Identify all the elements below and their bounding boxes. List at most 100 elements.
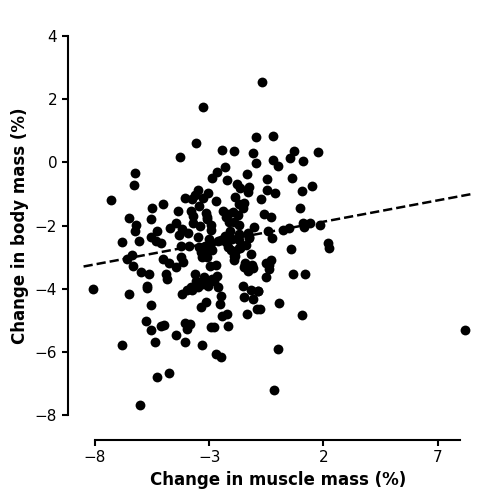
Point [183,286,191,294]
Point [165,370,173,378]
Point [205,235,213,243]
Point [172,263,180,271]
Point [198,249,206,257]
Point [159,200,167,207]
Point [306,219,314,227]
Point [299,219,307,227]
Point [296,204,304,212]
Point [222,238,230,246]
Point [230,147,238,155]
Point [203,253,211,261]
Point [226,227,234,235]
Point [147,301,155,309]
Point [208,174,216,182]
Point [241,262,249,270]
Point [197,248,205,256]
Point [214,283,222,291]
Point [243,170,251,177]
Point [204,189,212,197]
Point [265,264,273,272]
Point [224,242,232,250]
Point [184,228,192,236]
Point [298,187,306,195]
Point [147,215,155,223]
Point [189,218,197,226]
Point [145,270,153,278]
Point [143,284,151,292]
Point [187,206,195,214]
Point [218,312,226,320]
Point [265,260,273,268]
Point [236,244,244,252]
Point [274,344,282,352]
Point [118,340,126,348]
Point [243,241,250,249]
Point [213,168,221,175]
Point [231,252,239,260]
Point [230,218,238,226]
Point [235,200,243,207]
Point [181,194,189,202]
Point [188,195,196,203]
Point [198,254,206,262]
Point [254,288,262,296]
Point [130,181,138,189]
Point [191,190,199,198]
Point [148,204,156,212]
Point [223,176,231,184]
Point [252,132,260,140]
Point [136,401,144,409]
Point [219,207,227,215]
Point [215,237,223,245]
Point [259,210,267,218]
Point [217,292,225,300]
Point [269,132,277,140]
Point [192,140,200,147]
Point [152,237,160,245]
Point [227,246,235,254]
Point [300,223,308,231]
Point [218,146,226,154]
Point [157,240,165,248]
Y-axis label: Change in body mass (%): Change in body mass (%) [11,108,29,344]
Point [218,353,226,361]
Point [199,103,207,111]
Point [207,221,215,229]
Point [204,277,212,285]
Point [128,251,136,259]
Point [289,270,297,278]
Point [185,242,193,250]
Point [223,310,231,318]
Point [125,214,133,222]
Point [201,242,209,250]
Point [230,252,238,260]
Point [263,186,271,194]
Point [160,321,168,329]
Point [325,244,333,252]
Point [118,238,126,246]
Point [240,204,248,212]
Point [187,283,195,291]
Point [207,226,215,234]
Point [186,320,194,328]
Point [212,350,220,358]
Point [222,163,230,171]
Point [172,220,180,228]
Point [188,286,196,294]
Point [177,242,185,250]
Point [166,224,174,232]
Point [244,229,251,237]
Point [271,188,279,196]
Point [204,282,212,290]
Point [275,298,283,306]
Point [461,326,469,334]
Point [316,221,324,229]
Point [249,149,256,157]
Point [324,239,332,247]
Point [202,278,210,286]
Point [299,156,307,164]
Point [254,287,262,295]
Point [236,222,244,230]
Point [290,147,298,155]
Point [251,159,259,167]
